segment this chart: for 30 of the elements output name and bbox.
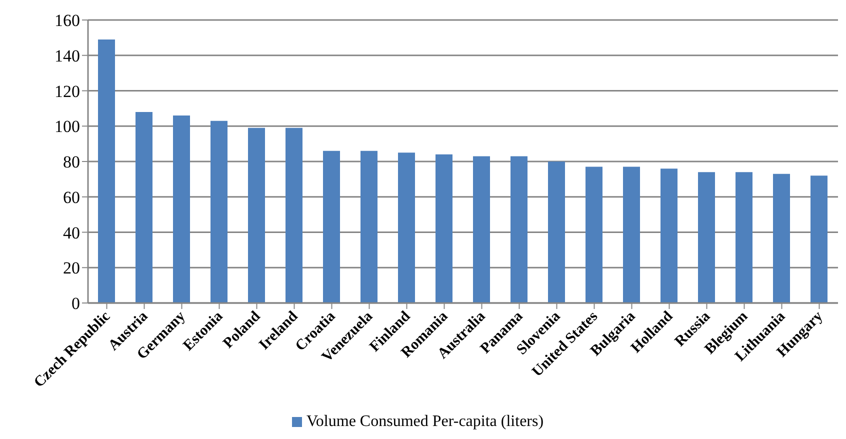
bar — [248, 128, 265, 303]
legend-label: Volume Consumed Per-capita (liters) — [306, 413, 544, 430]
bar — [510, 156, 528, 303]
y-tick-label: 60 — [63, 188, 80, 207]
bar — [698, 172, 715, 303]
bar — [810, 176, 828, 303]
bar — [98, 39, 115, 303]
bar — [586, 166, 602, 303]
bar — [436, 154, 452, 303]
bar — [173, 116, 190, 303]
y-tick-label: 140 — [54, 46, 80, 66]
bar — [736, 172, 752, 303]
y-tick-label: 160 — [54, 11, 80, 30]
y-tick-label: 20 — [63, 258, 80, 278]
bar — [360, 150, 378, 303]
bar — [623, 166, 640, 303]
y-tick-label: 120 — [54, 82, 80, 101]
bar — [398, 152, 415, 303]
bar — [548, 162, 565, 303]
bar — [136, 112, 152, 303]
bar — [660, 168, 678, 303]
y-tick-label: 0 — [72, 294, 80, 314]
bar — [773, 174, 790, 303]
y-tick-label: 80 — [63, 152, 80, 172]
bar — [473, 156, 490, 303]
bar — [210, 120, 228, 303]
bar — [286, 128, 302, 303]
y-tick-label: 40 — [63, 223, 80, 242]
y-tick-label: 100 — [54, 117, 80, 136]
bar — [323, 150, 340, 303]
